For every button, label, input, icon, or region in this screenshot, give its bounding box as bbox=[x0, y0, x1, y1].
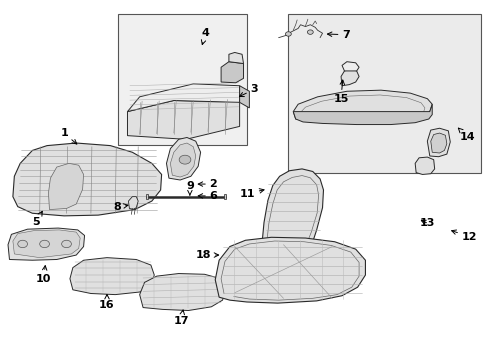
Polygon shape bbox=[228, 53, 243, 64]
Polygon shape bbox=[170, 143, 195, 177]
Text: 13: 13 bbox=[419, 218, 434, 228]
Polygon shape bbox=[261, 169, 323, 278]
Polygon shape bbox=[414, 157, 434, 175]
Polygon shape bbox=[166, 138, 200, 180]
Polygon shape bbox=[293, 104, 431, 125]
Circle shape bbox=[285, 32, 291, 36]
Polygon shape bbox=[340, 69, 358, 86]
Text: 18: 18 bbox=[195, 250, 218, 260]
Polygon shape bbox=[341, 62, 358, 71]
Text: 2: 2 bbox=[198, 179, 217, 189]
Text: 6: 6 bbox=[198, 191, 217, 201]
Text: 11: 11 bbox=[239, 189, 264, 199]
Text: 14: 14 bbox=[457, 128, 475, 143]
Circle shape bbox=[18, 240, 27, 248]
Polygon shape bbox=[215, 237, 365, 303]
FancyBboxPatch shape bbox=[118, 14, 246, 145]
Polygon shape bbox=[48, 163, 83, 210]
Polygon shape bbox=[140, 274, 225, 311]
Text: 3: 3 bbox=[239, 85, 258, 96]
Circle shape bbox=[40, 240, 49, 248]
Text: 4: 4 bbox=[201, 28, 209, 45]
Polygon shape bbox=[127, 84, 239, 112]
FancyBboxPatch shape bbox=[288, 14, 480, 172]
Polygon shape bbox=[221, 62, 243, 83]
Polygon shape bbox=[223, 194, 226, 199]
Polygon shape bbox=[13, 230, 80, 258]
Circle shape bbox=[307, 30, 313, 34]
Polygon shape bbox=[239, 86, 249, 108]
Text: 1: 1 bbox=[60, 128, 77, 144]
Polygon shape bbox=[70, 258, 154, 294]
Text: 16: 16 bbox=[99, 294, 115, 310]
Polygon shape bbox=[8, 228, 84, 260]
Circle shape bbox=[61, 240, 71, 248]
Text: 9: 9 bbox=[185, 181, 193, 195]
Polygon shape bbox=[427, 128, 449, 157]
Polygon shape bbox=[145, 194, 148, 199]
Text: 15: 15 bbox=[332, 80, 348, 104]
Polygon shape bbox=[430, 133, 446, 153]
Polygon shape bbox=[293, 90, 431, 120]
Circle shape bbox=[179, 155, 190, 164]
Text: 8: 8 bbox=[114, 202, 128, 212]
Polygon shape bbox=[127, 100, 239, 139]
Polygon shape bbox=[128, 197, 138, 209]
Polygon shape bbox=[13, 143, 161, 216]
Text: 10: 10 bbox=[36, 266, 51, 284]
Text: 12: 12 bbox=[451, 230, 476, 242]
Text: 5: 5 bbox=[32, 211, 42, 227]
Text: 17: 17 bbox=[173, 310, 188, 326]
Text: 7: 7 bbox=[327, 30, 349, 40]
